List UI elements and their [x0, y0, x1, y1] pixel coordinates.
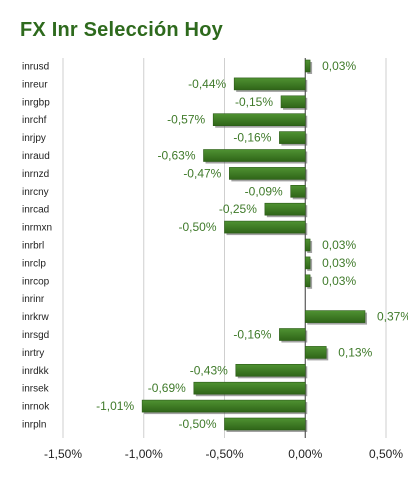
category-label: inrdkk: [22, 366, 50, 377]
value-label: -0,15%: [235, 95, 273, 109]
value-label: -0,57%: [167, 113, 205, 127]
category-label: inrpln: [22, 420, 46, 431]
value-label: 0,03%: [322, 238, 356, 252]
bar: [233, 77, 306, 91]
bars: [141, 59, 368, 432]
value-label: 0,03%: [322, 256, 356, 270]
category-label: inrinr: [22, 294, 45, 305]
bar: [304, 274, 311, 288]
category-label: inraud: [22, 151, 50, 162]
category-label: inreur: [22, 79, 48, 90]
category-label: inrusd: [22, 62, 49, 73]
value-label: -0,43%: [190, 363, 228, 377]
value-label: -1,01%: [96, 399, 134, 413]
chart-title: FX Inr Selección Hoy: [20, 19, 223, 41]
bar: [224, 220, 306, 234]
category-label: inrsek: [22, 384, 50, 395]
labels: -1,50% -1,00% -0,50% 0,00% 0,50% inrusd 0,03% i…: [22, 59, 408, 461]
bar: [224, 417, 306, 431]
x-tick-label: -1,00%: [125, 447, 163, 461]
value-label: -0,16%: [233, 328, 271, 342]
value-label: 0,03%: [322, 59, 356, 73]
bar: [279, 131, 306, 144]
value-label: -0,16%: [233, 131, 271, 145]
bar: [212, 113, 306, 126]
bar: [141, 399, 306, 413]
bar: [304, 238, 311, 252]
category-label: inrnzd: [22, 169, 49, 180]
category-label: inrsgd: [22, 330, 49, 341]
value-label: -0,44%: [188, 77, 226, 91]
value-label: -0,69%: [148, 381, 186, 395]
bar: [193, 381, 306, 395]
x-tick-label: 0,50%: [369, 447, 403, 461]
value-label: 0,13%: [338, 345, 372, 359]
category-label: inrbrl: [22, 241, 44, 252]
value-label: -0,50%: [178, 220, 216, 234]
x-tick-label: -1,50%: [44, 447, 82, 461]
bar: [290, 185, 306, 198]
bar: [229, 167, 306, 180]
category-label: inrcop: [22, 276, 50, 287]
value-label: -0,09%: [245, 184, 283, 198]
value-label: -0,50%: [178, 417, 216, 431]
value-label: -0,47%: [183, 166, 221, 180]
bar: [304, 256, 311, 270]
category-label: inrkrw: [22, 312, 49, 323]
category-label: inrmxn: [22, 223, 52, 234]
bar: [280, 95, 306, 109]
category-label: inrtry: [22, 348, 44, 359]
bar: [203, 149, 306, 162]
value-label: 0,37%: [377, 310, 408, 324]
value-label: -0,63%: [157, 149, 195, 163]
category-label: inrclp: [22, 258, 46, 269]
x-tick-label: -0,50%: [205, 447, 243, 461]
bar: [304, 59, 311, 73]
category-label: inrcad: [22, 205, 49, 216]
value-label: 0,03%: [322, 274, 356, 288]
bar: [279, 328, 306, 341]
value-label: -0,25%: [219, 202, 257, 216]
bar: [304, 310, 366, 323]
category-label: inrgbp: [22, 97, 50, 108]
bar: [235, 363, 306, 377]
category-label: inrcny: [22, 187, 49, 198]
category-label: inrnok: [22, 402, 50, 413]
category-label: inrchf: [22, 115, 47, 126]
category-label: inrjpy: [22, 133, 46, 144]
bar: [304, 346, 327, 359]
bar: [264, 202, 306, 216]
x-tick-label: 0,00%: [288, 447, 322, 461]
